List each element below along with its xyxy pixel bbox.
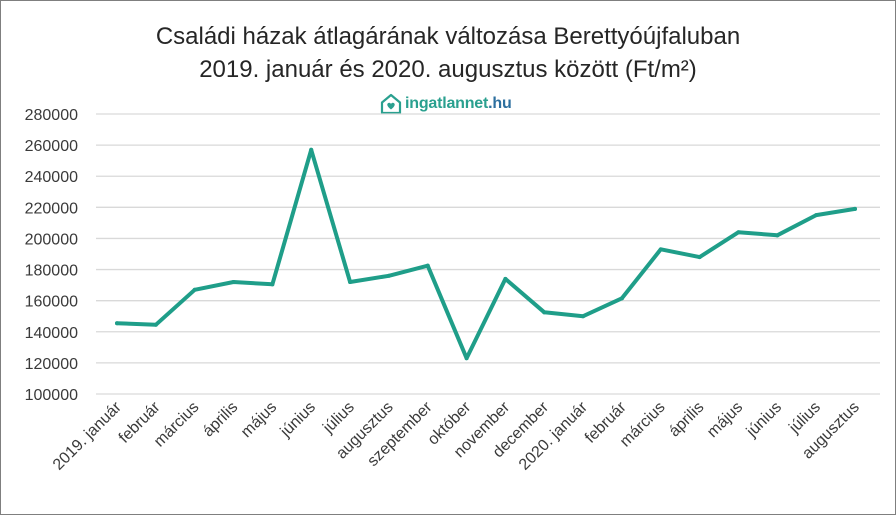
x-tick-label: április — [200, 399, 242, 441]
brand-name-text: ingatlannet — [405, 95, 489, 112]
data-point — [619, 296, 624, 301]
chart-title: Családi házak átlagárának változása Bere… — [0, 20, 896, 86]
house-heart-icon — [380, 93, 402, 115]
x-tick-label: április — [666, 399, 708, 441]
x-tick-label: 2020. január — [516, 398, 591, 473]
x-tick-label: június — [277, 399, 319, 441]
x-tick-label: június — [743, 399, 785, 441]
data-point — [581, 314, 586, 319]
data-point — [115, 321, 119, 326]
chart-title-line2: 2019. január és 2020. augusztus között (… — [199, 56, 697, 83]
y-axis: 100000 120000 140000 160000 180000 200000 2200… — [25, 107, 78, 404]
y-tick-label: 120000 — [25, 356, 78, 373]
y-tick-label: 200000 — [25, 231, 78, 248]
y-tick-label: 180000 — [25, 263, 78, 280]
data-point — [853, 206, 857, 211]
data-point — [503, 276, 508, 281]
series-line — [115, 147, 857, 361]
brand-name: ingatlannet.hu — [405, 95, 512, 113]
data-point — [697, 255, 702, 260]
data-point — [736, 230, 741, 235]
series-polyline — [115, 147, 857, 361]
y-tick-label: 260000 — [25, 138, 78, 155]
data-point — [386, 273, 391, 278]
brand-tld: .hu — [488, 95, 512, 112]
y-tick-label: 160000 — [25, 294, 78, 311]
x-tick-label: 2019. január — [50, 398, 125, 473]
y-tick-label: 140000 — [25, 325, 78, 342]
data-point — [270, 282, 275, 287]
y-tick-label: 280000 — [25, 107, 78, 124]
data-point — [231, 280, 236, 284]
data-point — [814, 213, 819, 218]
data-point — [192, 287, 197, 292]
x-axis: 2019. januárfebruármárciusáprilismájusjú… — [50, 398, 863, 473]
data-point — [309, 147, 314, 152]
data-point — [425, 263, 430, 268]
y-tick-label: 220000 — [25, 200, 78, 217]
data-point — [542, 310, 547, 315]
x-tick-label: május — [704, 399, 746, 441]
gridlines — [96, 113, 880, 395]
y-tick-label: 100000 — [25, 387, 78, 404]
data-point — [464, 356, 469, 361]
data-point — [153, 322, 158, 327]
data-point — [775, 233, 780, 238]
brand-logo: ingatlannet.hu — [380, 92, 512, 116]
data-point — [348, 280, 353, 284]
chart-title-line1: Családi házak átlagárának változása Bere… — [155, 23, 741, 50]
data-point — [658, 247, 663, 252]
y-tick-label: 240000 — [25, 169, 78, 186]
x-tick-label: május — [238, 399, 280, 441]
